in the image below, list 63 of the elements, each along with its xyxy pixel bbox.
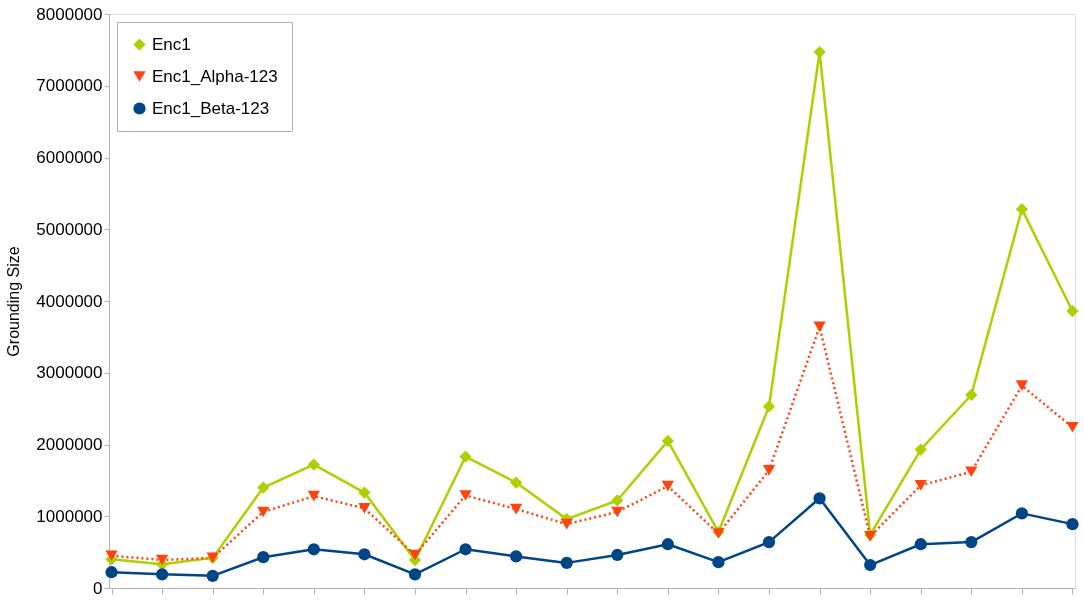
point [611,506,624,518]
y-tick-label: 6000000 [36,148,103,167]
point [155,568,169,581]
point [510,476,523,489]
point [864,558,877,572]
point [1066,518,1079,531]
y-tick-label: 1000000 [36,506,103,526]
point [459,490,472,501]
point [914,480,927,491]
point [965,388,978,402]
point [105,566,118,579]
y-axis-title: Grounding Size [5,246,23,357]
point [257,481,270,494]
point [1015,380,1029,391]
point [611,548,624,562]
y-tick-label: 5000000 [36,219,103,239]
point [358,486,371,499]
point [1015,203,1029,216]
y-tick-label: 7000000 [36,76,103,96]
point [408,549,422,561]
point [762,535,776,549]
legend-label: Enc1_Beta-123 [152,98,270,118]
point [661,480,674,492]
point [611,494,624,507]
point [105,550,118,562]
point [358,548,371,561]
legend-label: Enc1_Alpha-123 [152,66,278,86]
point [358,503,371,514]
point [1066,421,1079,433]
point [307,490,320,502]
point [1015,507,1029,520]
point [813,45,826,59]
point [510,503,523,515]
point [914,443,927,456]
point [661,434,674,448]
point [914,538,927,551]
y-tick-label: 4000000 [36,291,103,311]
point [459,450,472,463]
point [813,321,826,333]
y-tick-label: 8000000 [36,4,103,24]
point [762,465,776,476]
point [257,506,270,518]
y-tick-label: 0 [93,578,103,598]
point [510,550,523,563]
point [307,458,320,471]
point [965,466,978,478]
point [813,492,826,505]
point [560,518,573,530]
point [459,543,472,556]
point [1066,304,1079,318]
point [408,568,422,581]
y-tick-label: 3000000 [36,363,103,383]
point [307,543,320,556]
point [560,556,573,569]
point [155,554,169,566]
point [661,538,674,551]
legend-label: Enc1 [152,34,191,54]
y-tick-label: 2000000 [36,435,103,454]
point [257,551,270,564]
point [965,535,978,549]
point [206,569,219,582]
point [712,556,725,569]
point [762,400,776,413]
